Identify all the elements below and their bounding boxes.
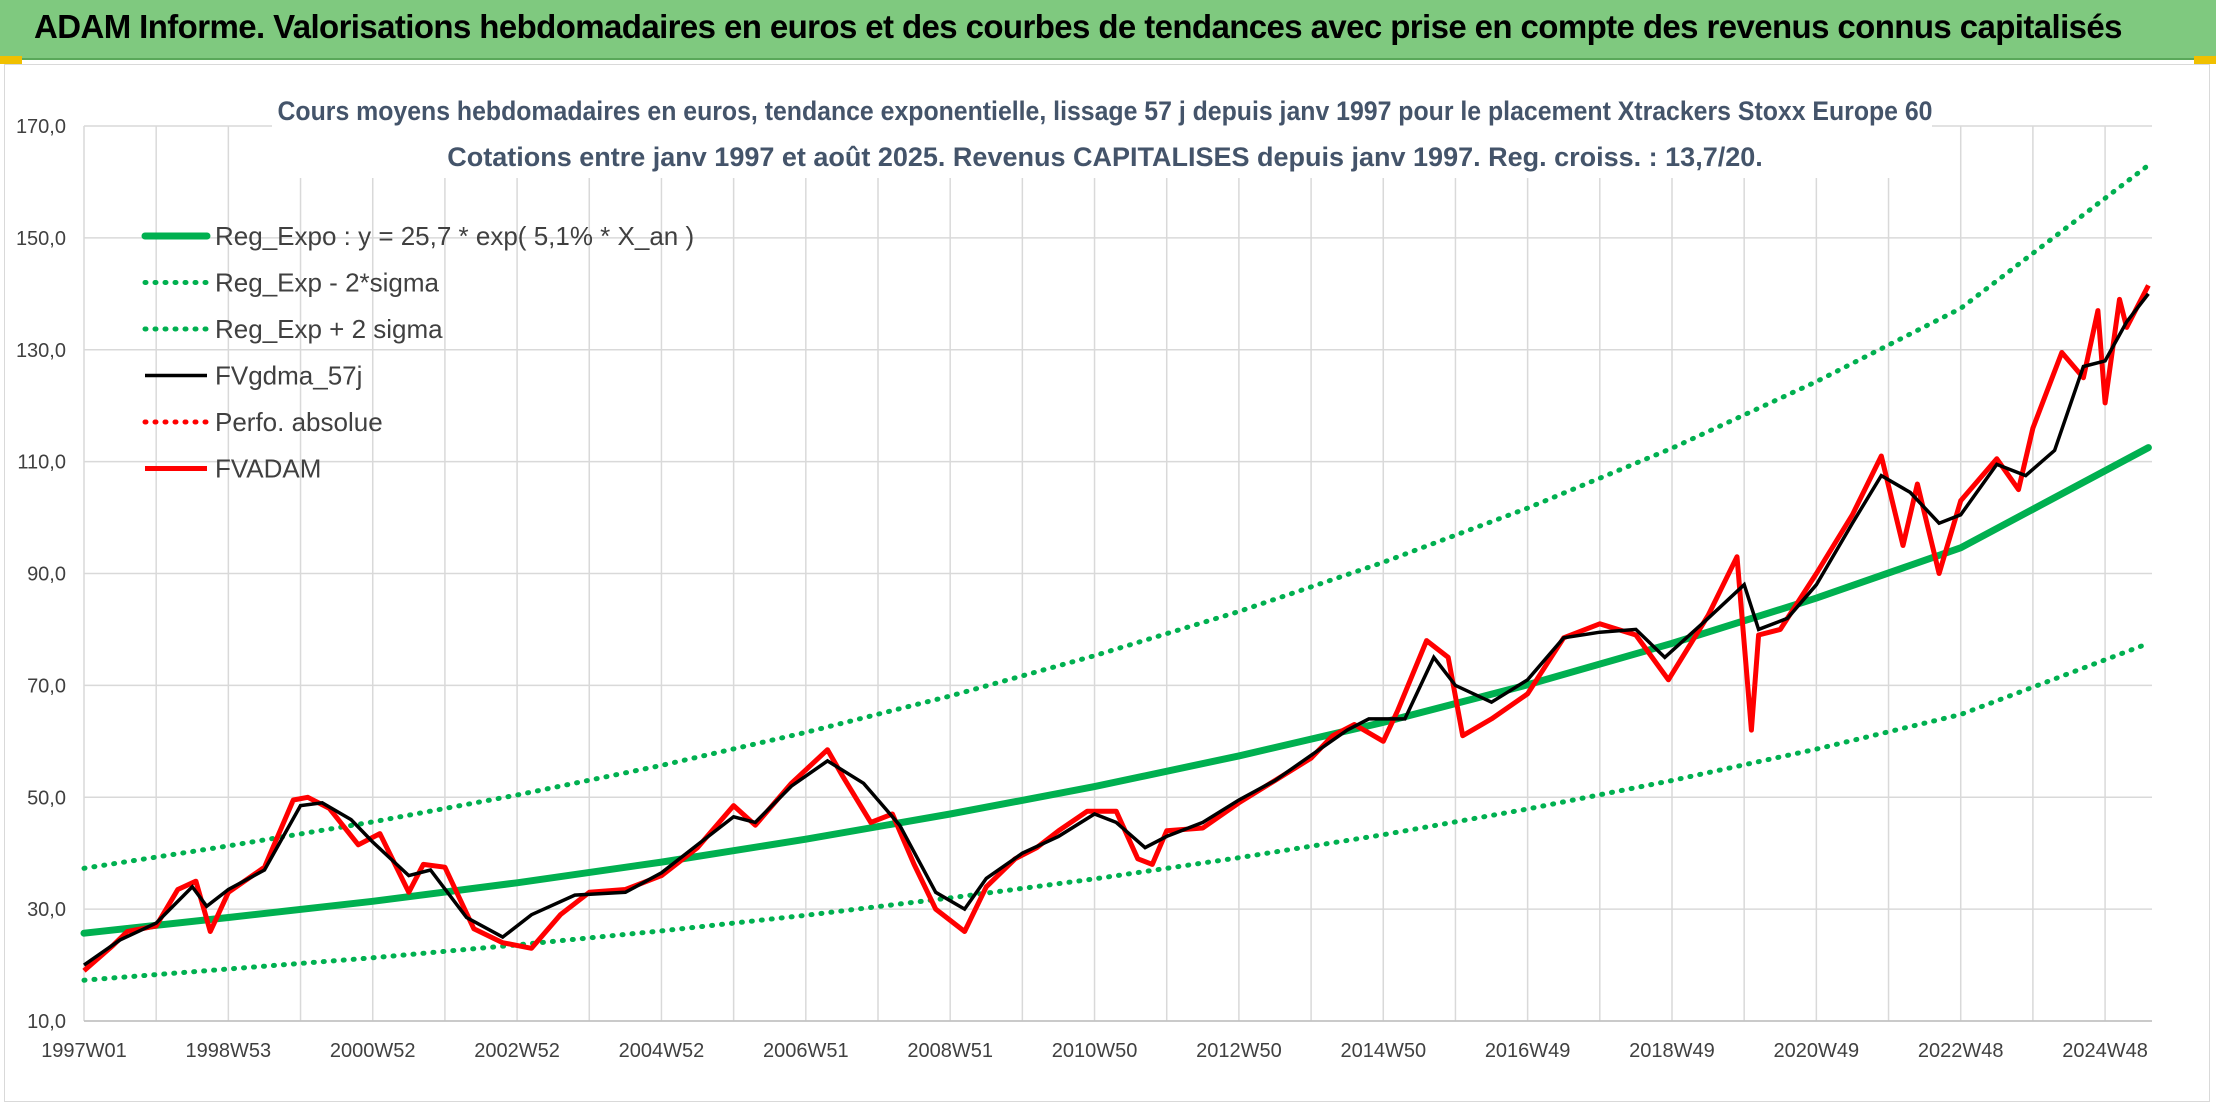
legend-label: Reg_Expo : y = 25,7 * exp( 5,1% * X_an ) xyxy=(215,221,694,251)
x-tick-label: 2000W52 xyxy=(330,1040,416,1062)
x-tick-label: 2008W51 xyxy=(907,1040,993,1062)
y-axis: 10,0 30,0 50,0 70,0 90,0 110,0 130,0 150,0 170,0 xyxy=(16,116,66,1033)
x-tick-label: 2010W50 xyxy=(1052,1040,1138,1062)
y-tick-label: 10,0 xyxy=(27,1011,66,1033)
x-tick-label: 2004W52 xyxy=(619,1040,705,1062)
series-line-fvgdma-57j xyxy=(82,292,2150,967)
x-tick-label: 1997W01 xyxy=(41,1040,127,1062)
x-tick-label: 2012W50 xyxy=(1196,1040,1282,1062)
corner-marker-left xyxy=(0,56,22,64)
series-line-fvadam xyxy=(82,284,2151,973)
series-line-reg-expo-y-25-7-exp-5-1-x-an xyxy=(80,444,2152,937)
y-tick-label: 90,0 xyxy=(27,564,66,586)
legend-label: FVADAM xyxy=(215,454,321,484)
y-tick-label: 130,0 xyxy=(16,340,66,362)
y-tick-label: 50,0 xyxy=(27,787,66,809)
series-line-reg-exp-2-sigma xyxy=(81,162,2151,871)
y-tick-label: 70,0 xyxy=(27,675,66,697)
x-axis: 1997W01 1998W53 2000W52 2002W52 2004W52 2006W… xyxy=(41,1040,2148,1062)
series-line-reg-exp-2-sigma xyxy=(81,640,2151,983)
x-tick-label: 2006W51 xyxy=(763,1040,849,1062)
y-tick-label: 170,0 xyxy=(16,116,66,138)
legend-label: Reg_Exp - 2*sigma xyxy=(215,268,440,298)
chart-frame xyxy=(4,64,2210,1102)
chart-title-background xyxy=(272,88,1932,178)
y-tick-label: 150,0 xyxy=(16,228,66,250)
chart-titles: Cours moyens hebdomadaires en euros, ten… xyxy=(272,88,1933,178)
legend-label: FVgdma_57j xyxy=(215,361,362,391)
y-tick-label: 110,0 xyxy=(17,452,66,474)
chart-title: Cours moyens hebdomadaires en euros, ten… xyxy=(278,96,1933,126)
corner-marker-right xyxy=(2194,56,2216,64)
x-tick-label: 2018W49 xyxy=(1629,1040,1715,1062)
chart-subtitle: Cotations entre janv 1997 et août 2025. … xyxy=(447,142,1763,172)
x-tick-label: 2016W49 xyxy=(1485,1040,1571,1062)
grid-lines xyxy=(83,125,2152,1022)
legend: Reg_Expo : y = 25,7 * exp( 5,1% * X_an )… xyxy=(141,221,694,484)
x-tick-label: 2024W48 xyxy=(2062,1040,2148,1062)
report-banner: ADAM Informe. Valorisations hebdomadaire… xyxy=(0,0,2216,60)
x-tick-label: 2014W50 xyxy=(1340,1040,1426,1062)
x-tick-label: 2022W48 xyxy=(1918,1040,2004,1062)
legend-label: Perfo. absolue xyxy=(215,407,383,437)
banner-title: ADAM Informe. Valorisations hebdomadaire… xyxy=(34,8,2123,45)
x-tick-label: 1998W53 xyxy=(186,1040,272,1062)
y-tick-label: 30,0 xyxy=(27,899,66,921)
legend-label: Reg_Exp + 2 sigma xyxy=(215,314,443,344)
x-tick-label: 2020W49 xyxy=(1774,1040,1860,1062)
x-tick-label: 2002W52 xyxy=(474,1040,560,1062)
plot-series xyxy=(80,162,2152,983)
